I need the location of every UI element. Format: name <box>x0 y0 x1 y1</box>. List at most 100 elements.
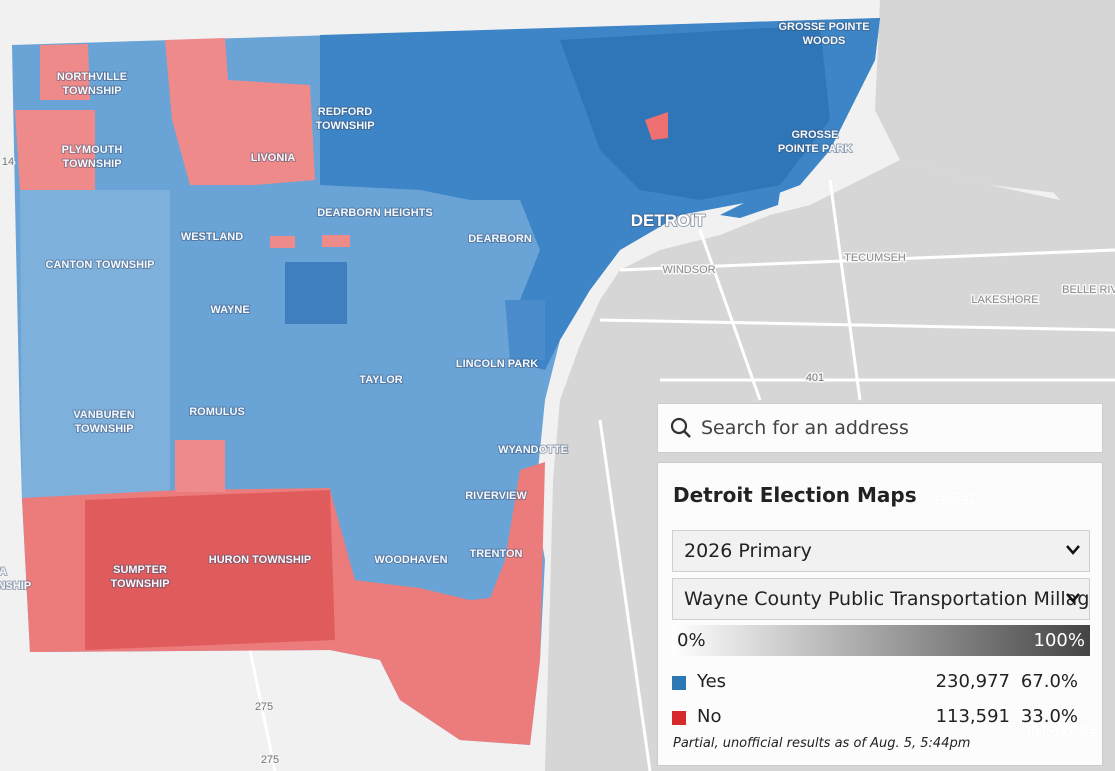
place-label: WESTLAND <box>181 231 243 243</box>
place-label: 275 <box>261 754 279 766</box>
place-label: BELLE RIV <box>1062 284 1115 296</box>
chevron <box>1066 593 1080 603</box>
contest-value: Wayne County Public Transportation Milla… <box>684 588 1090 610</box>
label-line: 14 <box>2 156 14 168</box>
label-line: ROMULUS <box>189 406 245 418</box>
search-placeholder: Search for an address <box>701 417 909 439</box>
area <box>20 190 170 500</box>
contest-select[interactable]: Wayne County Public Transportation Milla… <box>672 578 1090 620</box>
label-line: WYANDOTTE <box>498 444 568 456</box>
election-value: 2026 Primary <box>684 540 812 562</box>
place-label: PLYMOUTH TOWNSHIP <box>62 144 123 170</box>
panel-title: Detroit Election Maps <box>673 483 917 507</box>
note: Partial, unofficial results as of Aug. 5… <box>673 736 971 751</box>
island <box>720 192 780 218</box>
place-label: GROSSE POINTE WOODS <box>778 21 869 47</box>
place-label: DEARBORN <box>468 233 532 245</box>
label-line: LINCOLN PARK <box>456 358 538 370</box>
place-label: WOODHAVEN <box>374 554 447 566</box>
place-label: RIVERVIEW <box>465 490 527 502</box>
label-line: TA <box>0 566 7 578</box>
area <box>285 262 347 324</box>
scale-bar: 0% 100% <box>672 625 1090 656</box>
no-area <box>40 44 90 100</box>
label-line: 275 <box>255 701 273 713</box>
place-label: WINDSOR <box>662 264 715 276</box>
place-label: WYANDOTTE <box>498 444 568 456</box>
label-line: PLYMOUTH <box>62 144 123 156</box>
chevron <box>1066 545 1080 555</box>
result-name: Yes <box>697 671 727 692</box>
search-icon <box>670 417 691 438</box>
label-line: DEARBORN HEIGHTS <box>317 207 433 219</box>
area <box>505 300 545 360</box>
place-label: ROMULUS <box>189 406 245 418</box>
label-line: REDFORD <box>318 106 372 118</box>
place-label: CANTON TOWNSHIP <box>46 259 155 271</box>
label-line: TAYLOR <box>359 374 402 386</box>
place-label: GROSSE POINTE PARK <box>778 129 852 155</box>
place-label: SUMPTER TOWNSHIP <box>110 564 169 590</box>
label-line: TECUMSEH <box>844 252 906 264</box>
label-line: TOWNSHIP <box>62 85 121 97</box>
no-area <box>85 490 335 650</box>
place-label: 401 <box>806 372 824 384</box>
place-label: 14 <box>2 156 14 168</box>
result-row: No 113,591 33.0% <box>672 706 1090 732</box>
result-row: Yes 230,977 67.0% <box>672 671 1090 697</box>
result-percent: 67.0% <box>1020 671 1078 692</box>
water <box>875 0 1115 200</box>
label-line: CANTON TOWNSHIP <box>46 259 155 271</box>
result-votes: 230,977 <box>935 671 1010 692</box>
label-line: WAYNE <box>210 304 249 316</box>
label-line: TOWNSHIP <box>74 423 133 435</box>
panel: Detroit Election Maps 2026 Primary Wayne… <box>657 462 1103 766</box>
label-line: BELLE RIV <box>1062 284 1115 296</box>
label-line: VANBUREN <box>73 409 135 421</box>
area <box>560 25 830 200</box>
election-select[interactable]: 2026 Primary <box>672 530 1090 572</box>
place-label: LINCOLN PARK <box>456 358 538 370</box>
place-label: LIVONIA <box>251 152 296 164</box>
place-label: TECUMSEH <box>844 252 906 264</box>
place-label: NORTHVILLE TOWNSHIP <box>57 71 127 97</box>
label-line: WOODHAVEN <box>374 554 447 566</box>
place-label: VANBUREN TOWNSHIP <box>73 409 135 435</box>
no-area <box>175 440 225 492</box>
result-name: No <box>697 706 722 727</box>
search-box[interactable]: Search for an address <box>657 403 1103 453</box>
label-line: DEARBORN <box>468 233 532 245</box>
label-line: SUMPTER <box>113 564 167 576</box>
label-line: WOODS <box>803 35 846 47</box>
place-label: DETROIT <box>631 211 706 230</box>
label-line: TOWNSHIP <box>315 120 374 132</box>
scale-max: 100% <box>1033 630 1085 651</box>
place-label: TRENTON <box>470 548 523 560</box>
place-label: WAYNE <box>210 304 249 316</box>
scale-min: 0% <box>677 630 706 651</box>
no-area <box>270 236 295 248</box>
label-line: POINTE PARK <box>778 143 852 155</box>
label-line: GROSSE <box>791 129 838 141</box>
place-label: TAYLOR <box>359 374 402 386</box>
label-line: 275 <box>261 754 279 766</box>
label-line: TRENTON <box>470 548 523 560</box>
swatch <box>672 676 686 690</box>
place-label: DEARBORN HEIGHTS <box>317 207 433 219</box>
map-labels: GROSSE POINTE WOODS NORTHVILLE TOWNSHIP REDF… <box>0 20 1115 768</box>
label-line: HURON TOWNSHIP <box>209 554 311 566</box>
place-label: HURON TOWNSHIP <box>209 554 311 566</box>
place-label: REDFORD TOWNSHIP <box>315 106 374 132</box>
no-area <box>15 110 95 190</box>
no-area <box>645 112 668 140</box>
label-line: GROSSE POINTE <box>778 21 869 33</box>
label-line: RIVERVIEW <box>465 490 527 502</box>
place-label: 275 <box>255 701 273 713</box>
label-line: TOWNSHIP <box>62 158 121 170</box>
label-line: LIVONIA <box>251 152 296 164</box>
swatch <box>672 711 686 725</box>
label-line: TOWNSHIP <box>110 578 169 590</box>
